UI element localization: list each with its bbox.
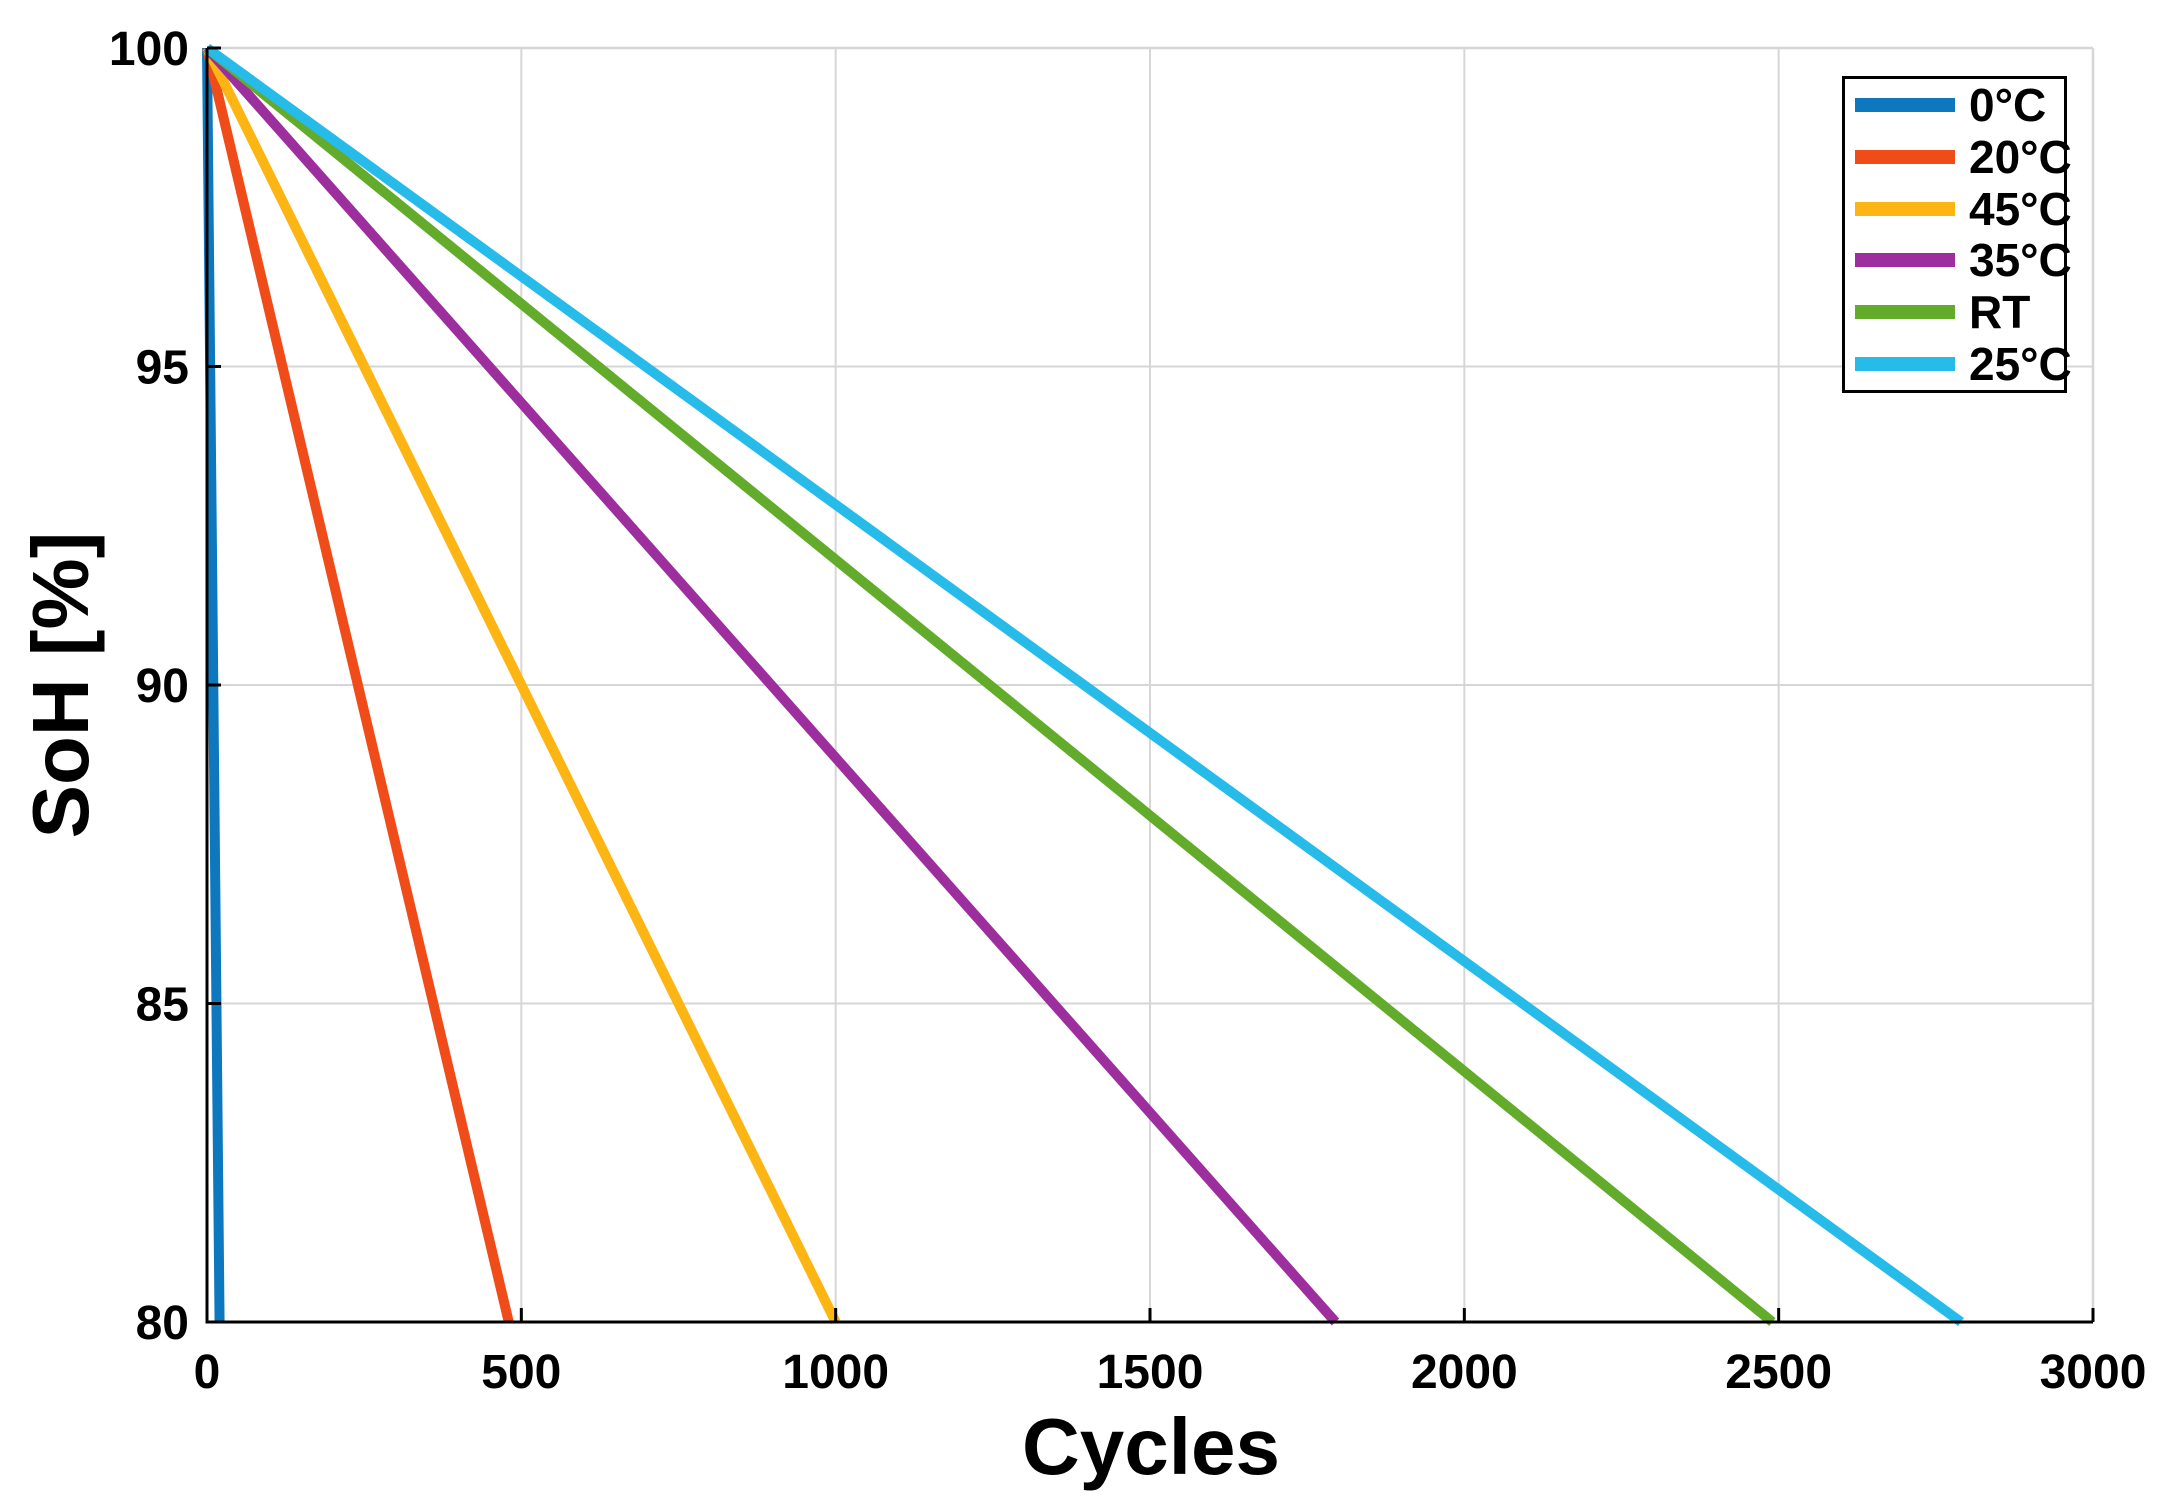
- legend: 0°C 20°C 45°C 35°C RT 25°C: [1842, 76, 2072, 393]
- legend-item-25C: 25°C: [1845, 338, 2072, 390]
- legend-item-35C: 35°C: [1845, 234, 2072, 286]
- legend-swatch: [1855, 253, 1955, 268]
- legend-label: 35°C: [1969, 234, 2072, 287]
- legend-swatch: [1855, 97, 1955, 112]
- x-tick-label: 1500: [1097, 1346, 1204, 1399]
- legend-item-RT: RT: [1845, 286, 2064, 338]
- grid-layer: [207, 46, 2095, 1322]
- legend-label: 20°C: [1969, 130, 2072, 183]
- legend-swatch: [1855, 201, 1955, 216]
- x-tick-label: 0: [194, 1346, 221, 1399]
- y-tick-label: 90: [136, 660, 189, 713]
- legend-swatch: [1855, 357, 1955, 372]
- tick-label-layer: 0 500 1000 1500 2000 2500 3000 80 85 90 95 100: [109, 23, 2146, 1399]
- x-tick-label: 1000: [782, 1346, 889, 1399]
- x-tick-label: 3000: [2040, 1346, 2147, 1399]
- legend-item-0C: 0°C: [1845, 79, 2064, 131]
- x-tick-label: 2000: [1411, 1346, 1518, 1399]
- legend-item-20C: 20°C: [1845, 131, 2072, 183]
- legend-item-45C: 45°C: [1845, 183, 2072, 235]
- legend-label: RT: [1969, 286, 2031, 339]
- legend-swatch: [1855, 305, 1955, 320]
- series-line-35C: [203, 44, 1340, 1326]
- series-line-RT: [203, 44, 1776, 1326]
- series-line-45C: [202, 45, 841, 1325]
- x-tick-label: 2500: [1725, 1346, 1832, 1399]
- legend-label: 45°C: [1969, 182, 2072, 235]
- series-line-25C: [204, 43, 1964, 1327]
- axes-layer: [205, 46, 2095, 1324]
- y-axis-label: SoH [%]: [16, 532, 105, 839]
- y-tick-label: 95: [136, 342, 189, 395]
- series-line-20C: [202, 46, 514, 1324]
- legend-label: 0°C: [1969, 78, 2047, 131]
- y-tick-label: 100: [109, 23, 189, 76]
- x-axis-label: Cycles: [1022, 1402, 1280, 1491]
- y-tick-label: 85: [136, 979, 189, 1032]
- y-tick-label: 80: [136, 1297, 189, 1350]
- legend-label: 25°C: [1969, 338, 2072, 391]
- x-tick-label: 500: [481, 1346, 561, 1399]
- legend-swatch: [1855, 149, 1955, 164]
